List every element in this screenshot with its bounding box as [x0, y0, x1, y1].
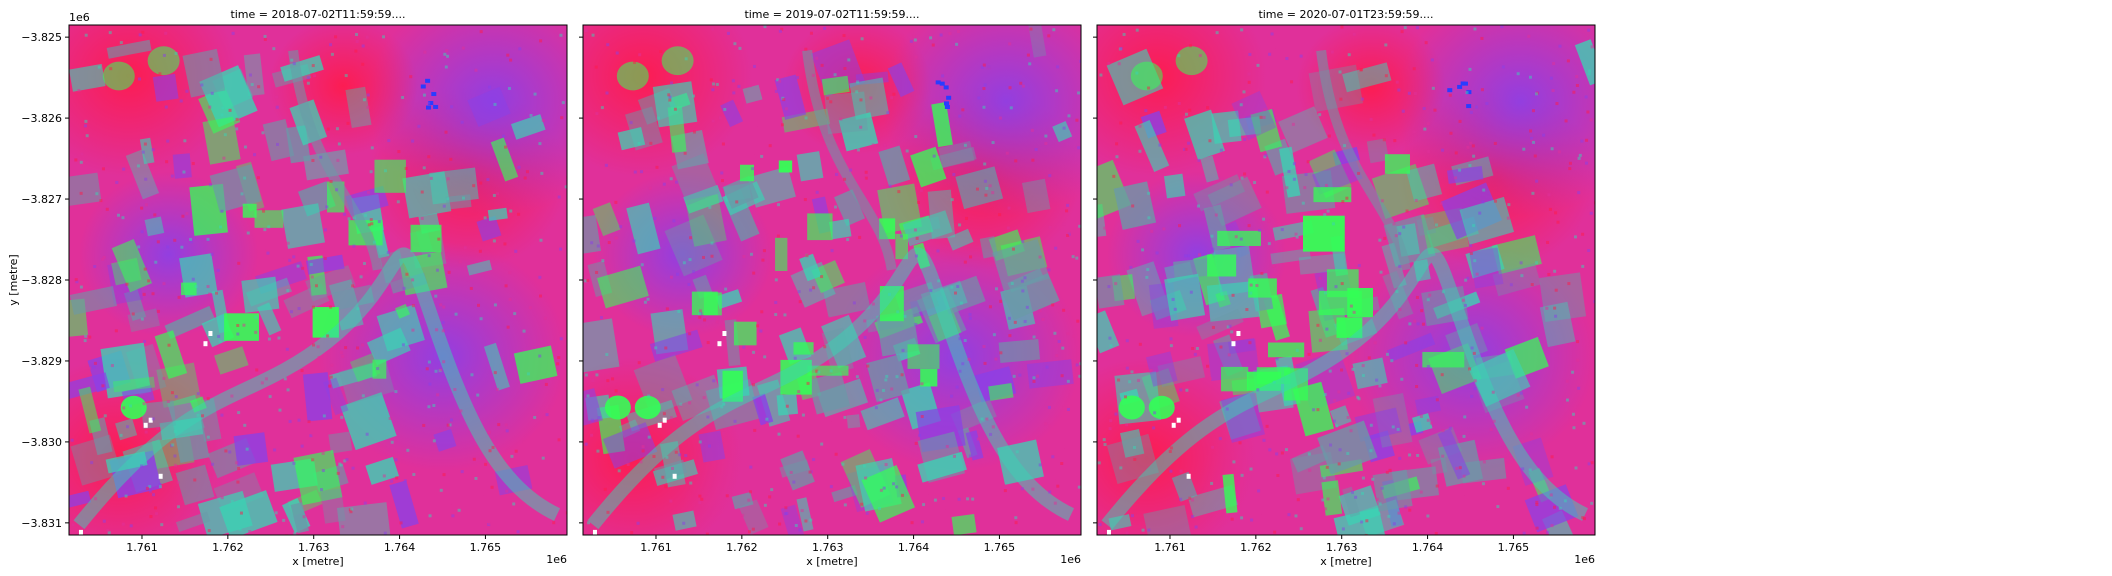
x-tick-label: 1.762: [212, 541, 244, 554]
panel-1: time = 2018-07-02T11:59:59.... 1.761 1.762…: [7, 8, 568, 568]
x-tick-label: 1.763: [1326, 541, 1358, 554]
panel-title: time = 2018-07-02T11:59:59....: [230, 8, 405, 21]
x-tick-label: 1.764: [384, 541, 416, 554]
x-tick-label: 1.765: [984, 541, 1016, 554]
x-tick-label: 1.762: [726, 541, 758, 554]
panel-3: time = 2020-07-01T23:59:59.... 1.761 1.762…: [1093, 8, 1596, 568]
x-offset-label: 1e6: [546, 553, 567, 566]
x-offset-label: 1e6: [1060, 553, 1081, 566]
x-tick-label: 1.765: [470, 541, 502, 554]
panel-2: time = 2019-07-02T11:59:59.... 1.761 1.762…: [579, 8, 1082, 568]
x-axis-label: x [metre]: [806, 555, 857, 568]
panel-title: time = 2020-07-01T23:59:59....: [1258, 8, 1433, 21]
x-axis-label: x [metre]: [292, 555, 343, 568]
raster-image: [1097, 25, 1595, 535]
y-tick-label: −3.825: [21, 31, 62, 44]
x-tick-label: 1.761: [640, 541, 672, 554]
x-axis-label: x [metre]: [1320, 555, 1371, 568]
y-tick-label: −3.826: [21, 112, 62, 125]
x-tick-label: 1.761: [1154, 541, 1186, 554]
x-tick-label: 1.763: [812, 541, 844, 554]
x-tick-label: 1.765: [1498, 541, 1530, 554]
y-offset-label: 1e6: [69, 11, 90, 24]
y-axis-label: y [metre]: [7, 254, 20, 305]
y-tick-label: −3.831: [21, 517, 62, 530]
y-tick-label: −3.828: [21, 274, 62, 287]
x-tick-label: 1.764: [898, 541, 930, 554]
x-tick-label: 1.764: [1412, 541, 1444, 554]
x-tick-label: 1.763: [298, 541, 330, 554]
x-tick-label: 1.761: [126, 541, 158, 554]
y-tick-label: −3.829: [21, 355, 62, 368]
y-tick-label: −3.830: [21, 436, 62, 449]
panel-title: time = 2019-07-02T11:59:59....: [744, 8, 919, 21]
raster-image: [583, 25, 1081, 535]
raster-image: [69, 25, 567, 535]
x-tick-label: 1.762: [1240, 541, 1272, 554]
y-tick-label: −3.827: [21, 193, 62, 206]
x-offset-label: 1e6: [1574, 553, 1595, 566]
